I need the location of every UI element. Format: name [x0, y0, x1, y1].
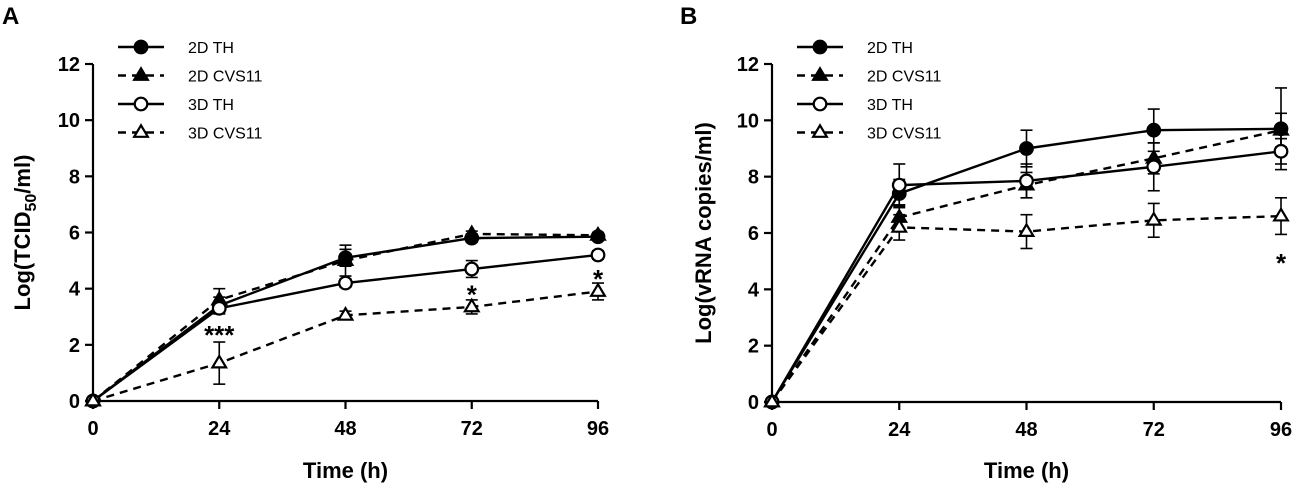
legend-marker — [812, 96, 828, 112]
y-axis-title: Log(vRNA copies/ml) — [691, 122, 716, 344]
x-axis-title: Time (h) — [984, 458, 1069, 483]
legend-label: 2D CVS11 — [188, 69, 263, 86]
data-point-3d-cvs11 — [890, 218, 909, 233]
data-point-3d-cvs11 — [1144, 210, 1163, 226]
y-tick-label: 12 — [58, 54, 80, 76]
y-tick-label: 10 — [58, 110, 80, 132]
y-tick-label: 0 — [748, 392, 759, 414]
legend-marker — [811, 123, 829, 138]
data-point-3d-th — [1019, 173, 1034, 189]
data-point-3d-cvs11 — [1272, 206, 1290, 222]
legend-marker — [132, 123, 150, 138]
data-point-2d-cvs11 — [462, 224, 481, 240]
y-tick-label: 10 — [737, 110, 759, 132]
y-axis-title-tail: /ml) — [10, 155, 35, 194]
panel-label: B — [680, 3, 697, 30]
legend-marker — [812, 39, 828, 55]
x-tick-label: 96 — [1270, 419, 1292, 441]
data-point-2d-cvs11 — [336, 251, 355, 267]
x-tick-label: 72 — [461, 418, 483, 440]
legend-label: 3D TH — [867, 97, 913, 114]
data-point-3d-cvs11 — [336, 305, 355, 321]
y-tick-label: 8 — [69, 166, 80, 188]
legend-marker — [811, 66, 829, 81]
panel-label: A — [2, 3, 19, 30]
legend-label: 3D TH — [188, 97, 234, 114]
y-axis-title-subscript: 50 — [23, 194, 40, 212]
y-axis-title-main: Log(vRNA copies/ml) — [691, 122, 716, 344]
legend-label: 2D CVS11 — [867, 69, 942, 86]
data-point-2d-th — [1146, 122, 1162, 138]
legend-label: 2D TH — [867, 40, 913, 57]
data-point-3d-cvs11 — [84, 391, 102, 407]
y-tick-label: 2 — [69, 335, 80, 357]
significance-annotation: * — [467, 279, 478, 309]
x-tick-label: 0 — [766, 419, 777, 441]
significance-annotation: * — [593, 264, 604, 294]
significance-annotation: * — [1276, 248, 1287, 278]
data-point-3d-cvs11 — [589, 282, 607, 297]
legend-marker — [132, 66, 150, 81]
y-tick-label: 6 — [69, 223, 80, 245]
y-axis-title: Log(TCID50/ml) — [10, 155, 40, 311]
legend-marker — [133, 96, 149, 112]
y-tick-label: 2 — [748, 336, 759, 358]
data-point-3d-cvs11 — [1017, 222, 1036, 238]
data-point-3d-th — [1146, 159, 1162, 175]
data-point-3d-th — [211, 300, 227, 316]
y-tick-label: 4 — [748, 279, 760, 301]
significance-annotation: *** — [204, 320, 235, 350]
x-tick-label: 48 — [1015, 419, 1037, 441]
y-tick-label: 8 — [748, 167, 759, 189]
series-line-2d-cvs11 — [92, 232, 599, 402]
data-point-3d-th — [338, 275, 353, 291]
x-tick-label: 24 — [208, 418, 231, 440]
data-point-3d-cvs11 — [763, 392, 781, 408]
legend-label: 3D CVS11 — [188, 126, 263, 143]
data-point-3d-th — [464, 261, 480, 277]
y-tick-label: 0 — [69, 391, 80, 413]
y-axis-title-main: Log(TCID — [10, 211, 35, 310]
data-point-3d-th — [1273, 143, 1289, 159]
x-tick-label: 0 — [87, 418, 98, 440]
data-point-3d-cvs11 — [462, 297, 481, 313]
y-tick-label: 12 — [737, 54, 759, 76]
data-point-2d-cvs11 — [589, 225, 607, 241]
y-tick-label: 6 — [748, 223, 759, 245]
data-point-3d-th — [891, 177, 907, 193]
x-tick-label: 24 — [888, 419, 911, 441]
data-point-2d-cvs11 — [1272, 120, 1290, 136]
x-tick-label: 48 — [334, 418, 356, 440]
x-tick-label: 72 — [1143, 419, 1165, 441]
legend-marker — [133, 39, 149, 55]
data-point-3d-th — [590, 247, 606, 263]
legend-label: 2D TH — [188, 40, 234, 57]
legend-label: 3D CVS11 — [867, 126, 942, 143]
x-axis-title: Time (h) — [303, 458, 388, 483]
data-point-2d-th — [1019, 141, 1034, 156]
y-tick-label: 4 — [69, 279, 81, 301]
data-point-3d-cvs11 — [210, 353, 229, 369]
x-tick-label: 96 — [587, 418, 609, 440]
